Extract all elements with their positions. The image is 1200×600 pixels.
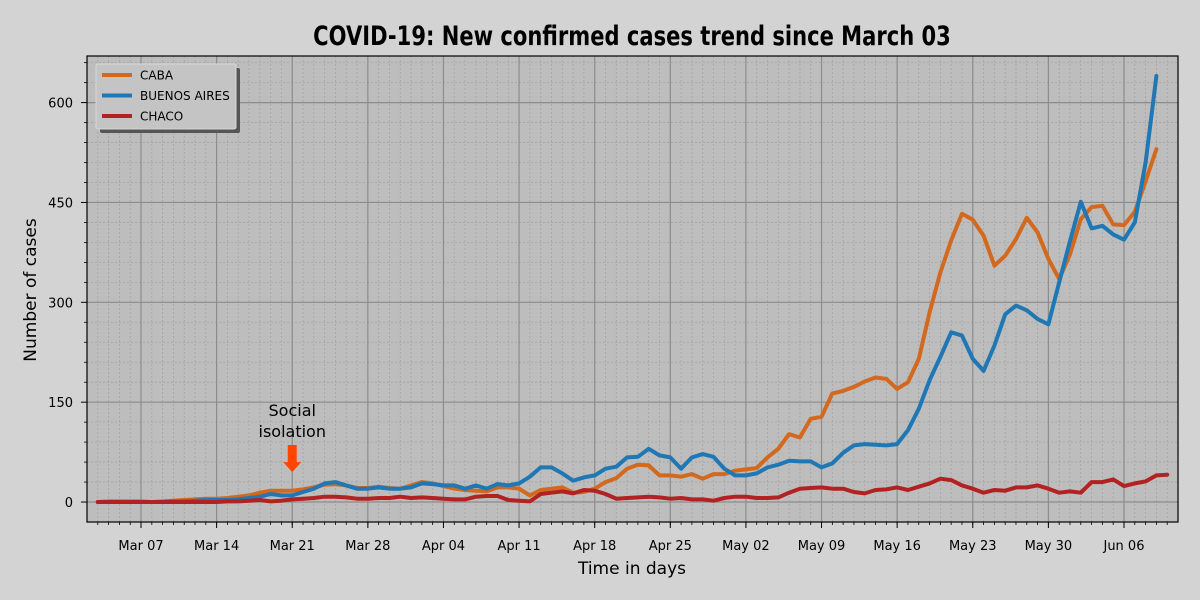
series-line-buenos-aires: [95, 74, 1159, 504]
x-tick-label: Apr 11: [497, 539, 540, 554]
x-axis-label: Time in days: [577, 559, 686, 579]
annotation-arrow: [283, 445, 302, 473]
x-tick-label: Apr 18: [573, 539, 616, 554]
x-tick-label: Mar 07: [118, 539, 163, 554]
y-tick-label: 600: [48, 97, 73, 112]
y-axis-label: Number of cases: [21, 218, 41, 362]
x-tick-label: May 09: [798, 539, 846, 554]
x-tick-label: Apr 25: [649, 539, 692, 554]
legend-label-buenos-aires: BUENOS AIRES: [140, 89, 230, 103]
series-line-caba: [95, 147, 1159, 504]
plot-area: [87, 56, 1178, 522]
y-tick-label: 150: [48, 396, 73, 411]
legend-label-chaco: CHACO: [140, 110, 183, 124]
annotation-text: Social isolation: [259, 401, 326, 441]
x-tick-label: May 16: [873, 539, 921, 554]
x-tick-label: May 23: [949, 539, 997, 554]
chart-title: COVID-19: New confirmed cases trend sinc…: [313, 20, 951, 51]
legend-label-caba: CABA: [140, 69, 174, 83]
x-tick-label: Mar 21: [270, 539, 315, 554]
y-tick-label: 450: [48, 196, 73, 211]
x-tick-label: Apr 04: [422, 539, 465, 554]
series-line-chaco: [95, 472, 1170, 504]
x-tick-label: May 30: [1025, 539, 1073, 554]
legend-box: [95, 63, 237, 130]
x-tick-label: Jun 06: [1102, 539, 1144, 554]
plot-frame: [86, 55, 1179, 523]
x-tick-label: Mar 28: [345, 539, 390, 554]
x-tick-label: Mar 14: [194, 539, 239, 554]
x-tick-label: May 02: [722, 539, 770, 554]
y-tick-label: 0: [65, 496, 73, 511]
y-tick-label: 300: [48, 296, 73, 311]
